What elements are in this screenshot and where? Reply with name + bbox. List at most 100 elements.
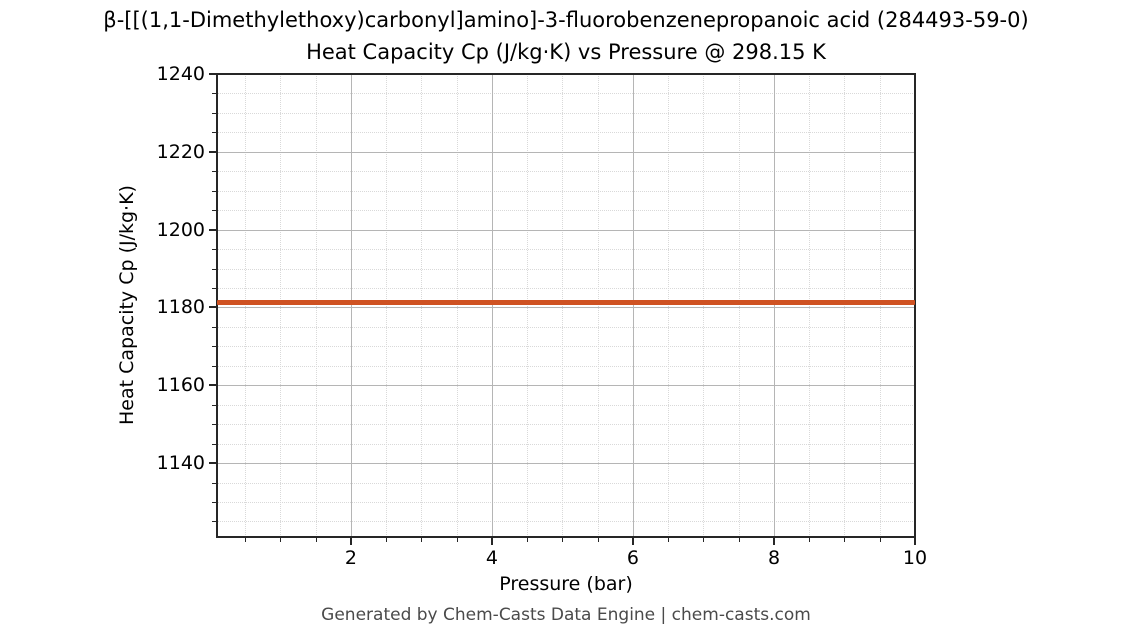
x-minor-tick <box>421 537 423 542</box>
x-major-tick <box>349 537 352 545</box>
x-minor-tick <box>456 537 458 542</box>
y-major-tick <box>209 150 217 153</box>
x-major-tick <box>490 537 493 545</box>
x-minor-gridline <box>844 74 846 537</box>
y-minor-tick <box>212 190 217 192</box>
y-minor-gridline <box>217 190 915 192</box>
x-minor-tick <box>703 537 705 542</box>
y-minor-gridline <box>217 112 915 114</box>
y-major-gridline <box>217 385 915 387</box>
y-minor-tick <box>212 210 217 212</box>
y-minor-gridline <box>217 424 915 426</box>
y-major-tick <box>209 462 217 465</box>
footer-credit: Generated by Chem-Casts Data Engine | ch… <box>321 605 811 625</box>
y-minor-tick <box>212 93 217 95</box>
x-minor-tick <box>738 537 740 542</box>
x-axis-label-text: Pressure (bar) <box>499 573 633 595</box>
y-minor-gridline <box>217 93 915 95</box>
y-major-gridline <box>217 151 915 153</box>
x-major-gridline <box>632 74 634 537</box>
x-minor-gridline <box>809 74 811 537</box>
x-tick-label: 6 <box>626 547 640 569</box>
y-minor-tick <box>212 346 217 348</box>
x-minor-tick <box>844 537 846 542</box>
y-minor-gridline <box>217 171 915 173</box>
y-minor-tick <box>212 171 217 173</box>
y-minor-tick <box>212 521 217 523</box>
x-tick-label: 8 <box>767 547 781 569</box>
x-minor-gridline <box>879 74 881 537</box>
x-minor-tick <box>562 537 564 542</box>
x-major-gridline <box>773 74 775 537</box>
y-minor-tick <box>212 424 217 426</box>
y-tick-label: 1160 <box>156 374 205 397</box>
y-tick-label: 1200 <box>156 218 205 241</box>
x-tick-label: 10 <box>902 547 928 569</box>
x-major-tick <box>772 537 775 545</box>
x-minor-tick <box>386 537 388 542</box>
y-tick-label: 1140 <box>156 452 205 475</box>
y-tick-label: 1240 <box>156 63 205 85</box>
x-minor-gridline <box>315 74 317 537</box>
x-minor-gridline <box>562 74 564 537</box>
y-minor-tick <box>212 132 217 134</box>
y-minor-tick <box>212 365 217 367</box>
y-minor-gridline <box>217 326 915 328</box>
x-minor-tick <box>668 537 670 542</box>
chart-subtitle: Heat Capacity Cp (J/kg·K) vs Pressure @ … <box>306 40 826 64</box>
y-tick-label: 1220 <box>156 140 205 163</box>
x-minor-gridline <box>703 74 705 537</box>
y-minor-gridline <box>217 132 915 134</box>
x-minor-gridline <box>386 74 388 537</box>
y-minor-tick <box>212 249 217 251</box>
x-minor-gridline <box>738 74 740 537</box>
y-minor-tick <box>212 287 217 289</box>
x-minor-tick <box>280 537 282 542</box>
x-minor-gridline <box>245 74 247 537</box>
y-minor-tick <box>212 326 217 328</box>
y-major-tick <box>209 228 217 231</box>
y-major-tick <box>209 73 217 75</box>
x-minor-tick <box>809 537 811 542</box>
y-minor-gridline <box>217 404 915 406</box>
x-minor-gridline <box>668 74 670 537</box>
series-line <box>217 299 915 305</box>
y-major-tick <box>209 306 217 309</box>
plot-area <box>216 73 916 538</box>
y-minor-tick <box>212 112 217 114</box>
y-minor-gridline <box>217 287 915 289</box>
y-minor-tick <box>212 404 217 406</box>
x-minor-gridline <box>280 74 282 537</box>
y-minor-gridline <box>217 346 915 348</box>
x-minor-gridline <box>527 74 529 537</box>
y-minor-gridline <box>217 268 915 270</box>
x-major-gridline <box>350 74 352 537</box>
x-axis-label: Pressure (bar) <box>217 573 915 595</box>
y-major-gridline <box>217 229 915 231</box>
y-minor-gridline <box>217 210 915 212</box>
x-tick-label: 2 <box>344 547 357 569</box>
y-minor-gridline <box>217 365 915 367</box>
x-major-tick <box>631 537 634 545</box>
x-minor-tick <box>597 537 599 542</box>
x-tick-label: 4 <box>485 547 499 569</box>
y-minor-gridline <box>217 482 915 484</box>
x-minor-tick <box>527 537 529 542</box>
y-minor-gridline <box>217 443 915 445</box>
y-major-gridline <box>217 463 915 465</box>
y-tick-label: 1180 <box>156 296 205 319</box>
x-minor-gridline <box>421 74 423 537</box>
x-minor-tick <box>245 537 247 542</box>
y-minor-tick <box>212 443 217 445</box>
y-minor-gridline <box>217 521 915 523</box>
y-minor-tick <box>212 501 217 503</box>
chart-title: β-[[(1,1-Dimethylethoxy)carbonyl]amino]-… <box>103 8 1029 32</box>
x-minor-gridline <box>456 74 458 537</box>
x-minor-tick <box>879 537 881 542</box>
x-minor-tick <box>315 537 317 542</box>
y-major-gridline <box>217 307 915 309</box>
x-major-tick <box>914 537 916 545</box>
x-minor-gridline <box>597 74 599 537</box>
y-minor-gridline <box>217 501 915 503</box>
